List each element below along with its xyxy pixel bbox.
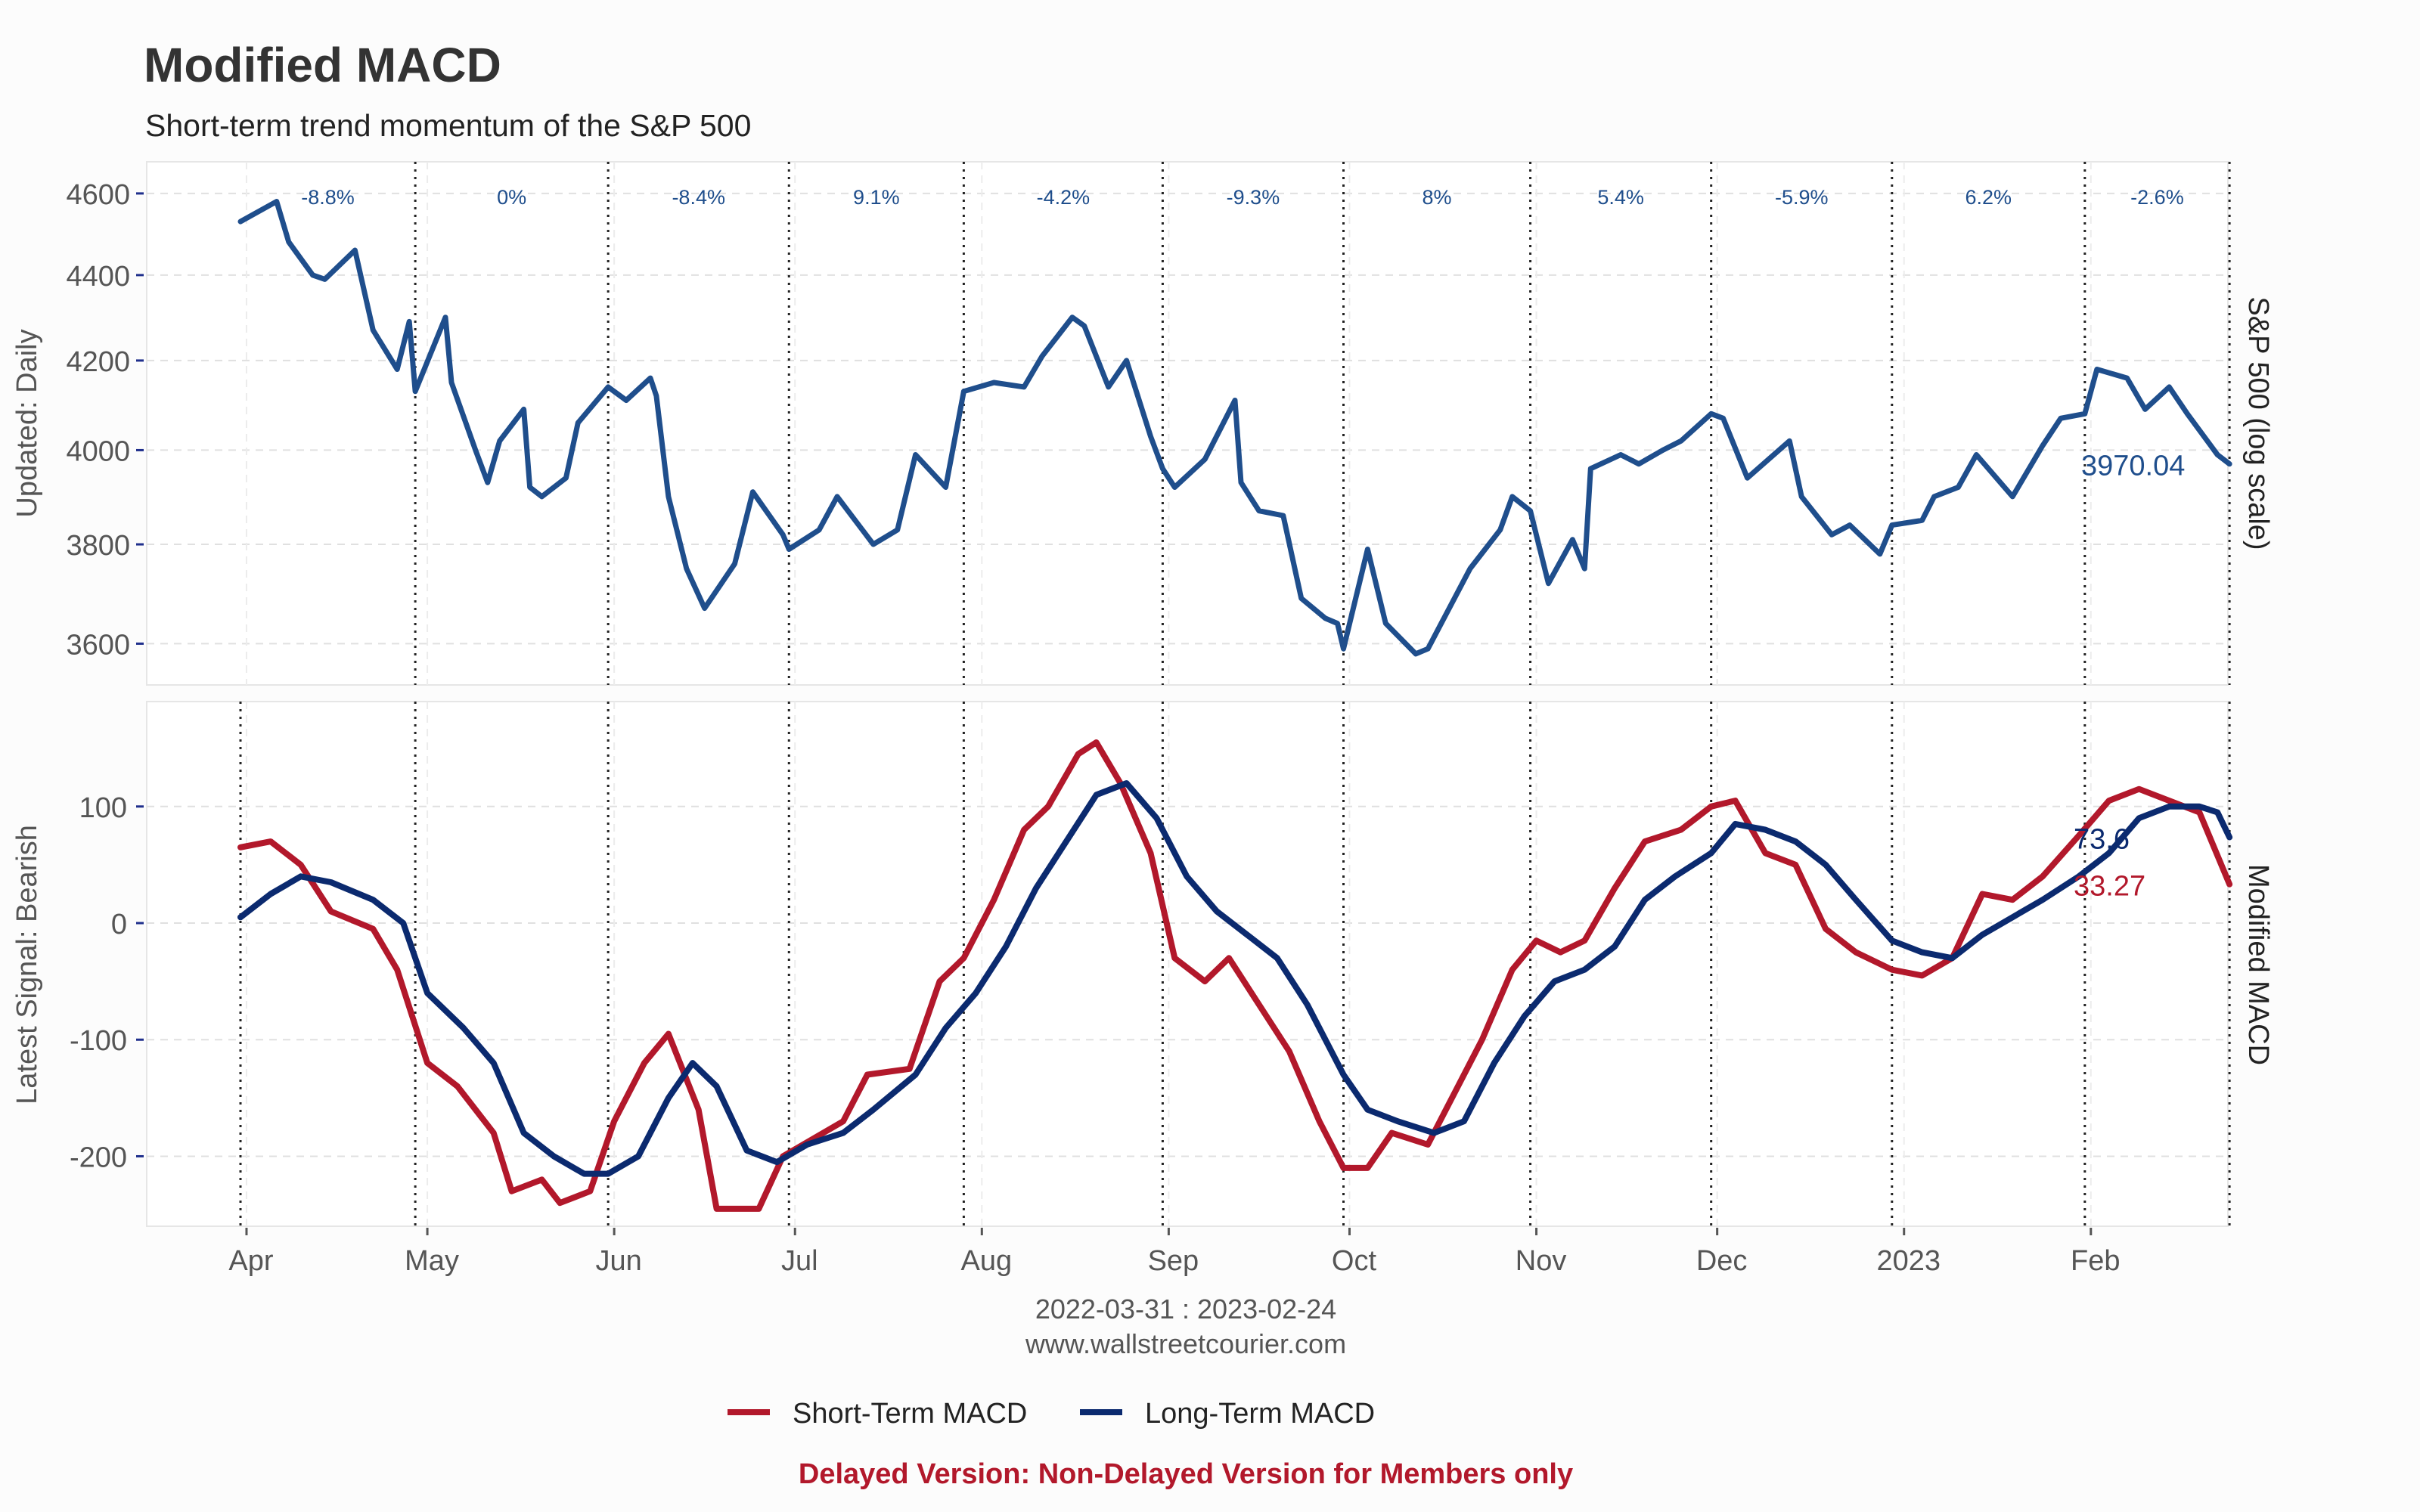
macd-y-tick-label: 0: [111, 909, 127, 940]
sp500-line: [237, 199, 2232, 657]
price-y-tick-label: 4200: [66, 346, 130, 378]
price-y-tick-label: 4000: [66, 435, 130, 467]
x-axis-month-labels: Apr May Jun Jul Aug Sep Oct Nov Dec 2023 Feb: [228, 1228, 2121, 1277]
month-return-label: -4.2%: [1037, 186, 1091, 209]
month-return-label: -8.4%: [672, 186, 725, 209]
macd-y-axis: -200 -100 0 100: [70, 792, 144, 1173]
macd-right-label: Modified MACD: [2242, 864, 2274, 1065]
price-y-tick-label: 3600: [66, 629, 130, 661]
short-term-macd-line: [237, 739, 2233, 1212]
month-return-label: 0%: [497, 186, 526, 209]
macd-series: 33.27 73.6: [237, 739, 2233, 1212]
price-y-tick-label: 3800: [66, 530, 130, 562]
price-left-label: Updated: Daily: [11, 329, 43, 517]
long-term-macd-line: [237, 780, 2233, 1177]
macd-gridlines: [147, 702, 2228, 1226]
sp500-last-value: 3970.04: [2081, 451, 2185, 482]
macd-y-tick-label: -200: [70, 1142, 127, 1173]
macd-panel: [146, 701, 2229, 1227]
x-tick-label: Aug: [960, 1245, 1012, 1277]
date-range-label: 2022-03-31 : 2023-02-24: [1035, 1294, 1336, 1325]
chart-title: Modified MACD: [144, 38, 501, 92]
x-tick-label: May: [405, 1245, 459, 1277]
price-right-label: S&P 500 (log scale): [2242, 296, 2274, 550]
x-tick-label: Dec: [1696, 1245, 1748, 1277]
x-tick-label: Nov: [1516, 1245, 1567, 1277]
macd-y-tick-label: 100: [79, 792, 127, 824]
price-y-tick-label: 4600: [66, 179, 130, 211]
website-label: www.wallstreetcourier.com: [1025, 1328, 1346, 1359]
x-tick-label: Sep: [1148, 1245, 1199, 1277]
month-return-label: -2.6%: [2130, 186, 2184, 209]
month-return-label: 6.2%: [1965, 186, 2012, 209]
price-gridlines: [147, 162, 2228, 685]
month-return-label: 8%: [1423, 186, 1452, 209]
month-return-label: -5.9%: [1775, 186, 1829, 209]
month-return-label: -8.8%: [301, 186, 355, 209]
macd-left-label: Latest Signal: Bearish: [11, 825, 43, 1105]
x-tick-label: Feb: [2071, 1245, 2120, 1277]
legend-long-label: Long-Term MACD: [1145, 1398, 1375, 1430]
chart-legend: Short-Term MACD Long-Term MACD: [728, 1398, 1375, 1430]
members-notice: Delayed Version: Non-Delayed Version for…: [799, 1458, 1573, 1490]
month-return-label: 9.1%: [853, 186, 900, 209]
month-return-label: -9.3%: [1227, 186, 1280, 209]
x-tick-label: Apr: [228, 1245, 273, 1277]
monthly-returns: -8.8% 0% -8.4% 9.1% -4.2% -9.3% 8% 5.4% -5.9% 6.2…: [301, 186, 2183, 209]
short-term-macd-end-label: 33.27: [2074, 871, 2145, 903]
x-tick-label: Oct: [1332, 1245, 1377, 1277]
month-return-label: 5.4%: [1597, 186, 1644, 209]
x-tick-label: Jul: [781, 1245, 818, 1277]
macd-y-tick-label: -100: [70, 1025, 127, 1057]
legend-short-label: Short-Term MACD: [793, 1398, 1027, 1430]
price-y-axis: 3600 3800 4000 4200 4400 4600: [66, 179, 144, 661]
chart-subtitle: Short-term trend momentum of the S&P 500: [145, 108, 751, 143]
price-y-tick-label: 4400: [66, 261, 130, 293]
long-term-macd-end-label: 73.6: [2074, 824, 2130, 856]
x-tick-label: Jun: [595, 1245, 641, 1277]
price-panel: [146, 161, 2229, 686]
sp500-price-series: 3970.04: [237, 199, 2232, 657]
x-tick-label: 2023: [1876, 1245, 1941, 1277]
